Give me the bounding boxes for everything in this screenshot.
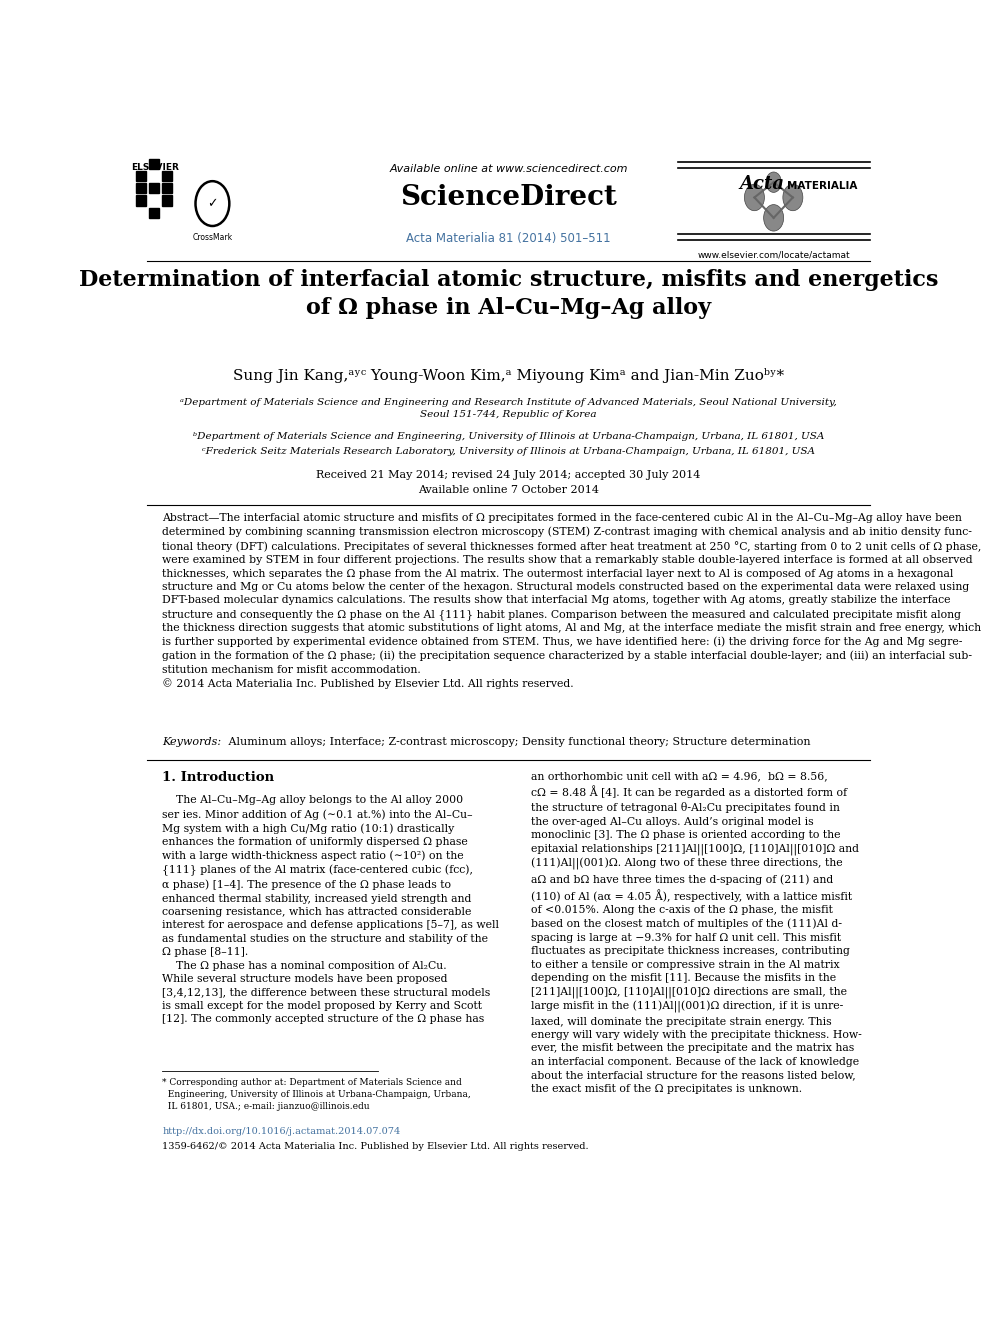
Text: MATERIALIA: MATERIALIA (787, 181, 857, 191)
Bar (149, 208, 160, 218)
Text: Acta Materialia 81 (2014) 501–511: Acta Materialia 81 (2014) 501–511 (406, 232, 611, 245)
Circle shape (783, 184, 803, 210)
Bar (136, 196, 146, 205)
Text: ᵃDepartment of Materials Science and Engineering and Research Institute of Advan: ᵃDepartment of Materials Science and Eng… (180, 398, 837, 419)
Text: Aluminum alloys; Interface; Z-contrast microscopy; Density functional theory; St: Aluminum alloys; Interface; Z-contrast m… (225, 737, 811, 747)
Bar (149, 183, 160, 193)
Bar (136, 183, 146, 193)
Text: ᵇDepartment of Materials Science and Engineering, University of Illinois at Urba: ᵇDepartment of Materials Science and Eng… (192, 431, 824, 441)
Text: Keywords:: Keywords: (163, 737, 221, 747)
Text: ᶜFrederick Seitz Materials Research Laboratory, University of Illinois at Urbana: ᶜFrederick Seitz Materials Research Labo… (202, 447, 814, 456)
Bar (136, 171, 146, 181)
Text: CrossMark: CrossMark (192, 233, 232, 242)
Text: Available online at www.sciencedirect.com: Available online at www.sciencedirect.co… (389, 164, 628, 173)
Text: Abstract—The interfacial atomic structure and misfits of Ω precipitates formed i: Abstract—The interfacial atomic structur… (163, 513, 982, 689)
Text: * Corresponding author at: Department of Materials Science and
  Engineering, Un: * Corresponding author at: Department of… (163, 1078, 471, 1111)
Text: Received 21 May 2014; revised 24 July 2014; accepted 30 July 2014
Available onli: Received 21 May 2014; revised 24 July 20… (316, 471, 700, 495)
Circle shape (766, 172, 782, 192)
Circle shape (764, 205, 784, 232)
Text: 1. Introduction: 1. Introduction (163, 771, 275, 785)
Text: The Al–Cu–Mg–Ag alloy belongs to the Al alloy 2000
ser ies. Minor addition of Ag: The Al–Cu–Mg–Ag alloy belongs to the Al … (163, 795, 499, 1024)
Bar (162, 196, 173, 205)
Bar (162, 183, 173, 193)
Bar (162, 171, 173, 181)
Text: www.elsevier.com/locate/actamat: www.elsevier.com/locate/actamat (697, 250, 850, 259)
Text: Acta: Acta (739, 175, 784, 193)
Text: an orthorhombic unit cell with aΩ = 4.96,  bΩ = 8.56,
cΩ = 8.48 Å [4]. It can be: an orthorhombic unit cell with aΩ = 4.96… (532, 771, 862, 1094)
Text: ELSEVIER: ELSEVIER (131, 163, 179, 172)
Bar (149, 159, 160, 169)
Circle shape (744, 184, 765, 210)
Text: ✓: ✓ (207, 197, 217, 210)
Text: Determination of interfacial atomic structure, misfits and energetics
of Ω phase: Determination of interfacial atomic stru… (78, 269, 938, 319)
Text: Sung Jin Kang,ᵃʸᶜ Young-Woon Kim,ᵃ Miyoung Kimᵃ and Jian-Min Zuoᵇʸ*: Sung Jin Kang,ᵃʸᶜ Young-Woon Kim,ᵃ Miyou… (233, 368, 784, 382)
Text: 1359-6462/© 2014 Acta Materialia Inc. Published by Elsevier Ltd. All rights rese: 1359-6462/© 2014 Acta Materialia Inc. Pu… (163, 1142, 589, 1151)
Text: ScienceDirect: ScienceDirect (400, 184, 617, 212)
Text: http://dx.doi.org/10.1016/j.actamat.2014.07.074: http://dx.doi.org/10.1016/j.actamat.2014… (163, 1126, 401, 1135)
